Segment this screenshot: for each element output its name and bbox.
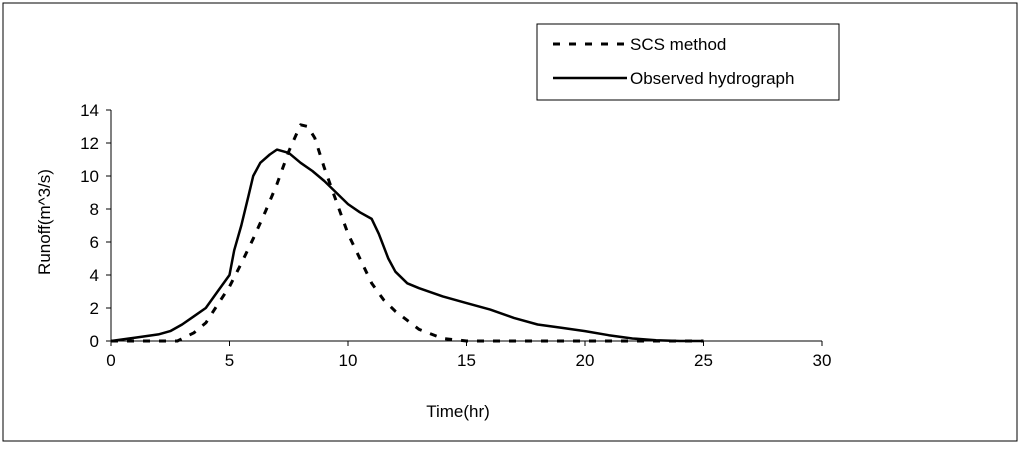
x-axis-label: Time(hr) [426,402,490,421]
y-tick-label: 6 [90,233,99,252]
y-tick-label: 14 [80,101,99,120]
series-layer [110,123,704,343]
legend-label-scs: SCS method [630,35,726,54]
chart-frame [2,2,1018,442]
x-tick-label: 5 [225,351,234,370]
x-tick-label: 30 [813,351,832,370]
legend-box [536,23,840,101]
y-tick-label: 4 [90,266,99,285]
y-tick-label: 12 [80,134,99,153]
x-tick-label: 20 [576,351,595,370]
y-tick-label: 0 [90,332,99,351]
y-tick-label: 8 [90,200,99,219]
x-tick-label: 25 [694,351,713,370]
legend: SCS method Observed hydrograph [536,23,840,101]
series-line-observed-hydrograph [110,148,704,343]
x-tick-label: 15 [457,351,476,370]
y-axis-label: Runoff(m^3/s) [35,169,54,275]
x-axis-ticks: 0 5 10 15 20 25 30 [106,341,831,370]
y-axis-ticks: 0 2 4 6 8 10 12 14 [80,101,111,351]
x-tick-label: 0 [106,351,115,370]
x-tick-label: 10 [339,351,358,370]
y-tick-label: 2 [90,299,99,318]
y-tick-label: 10 [80,167,99,186]
legend-label-observed: Observed hydrograph [630,69,794,88]
series-line-scs-method [111,123,704,343]
